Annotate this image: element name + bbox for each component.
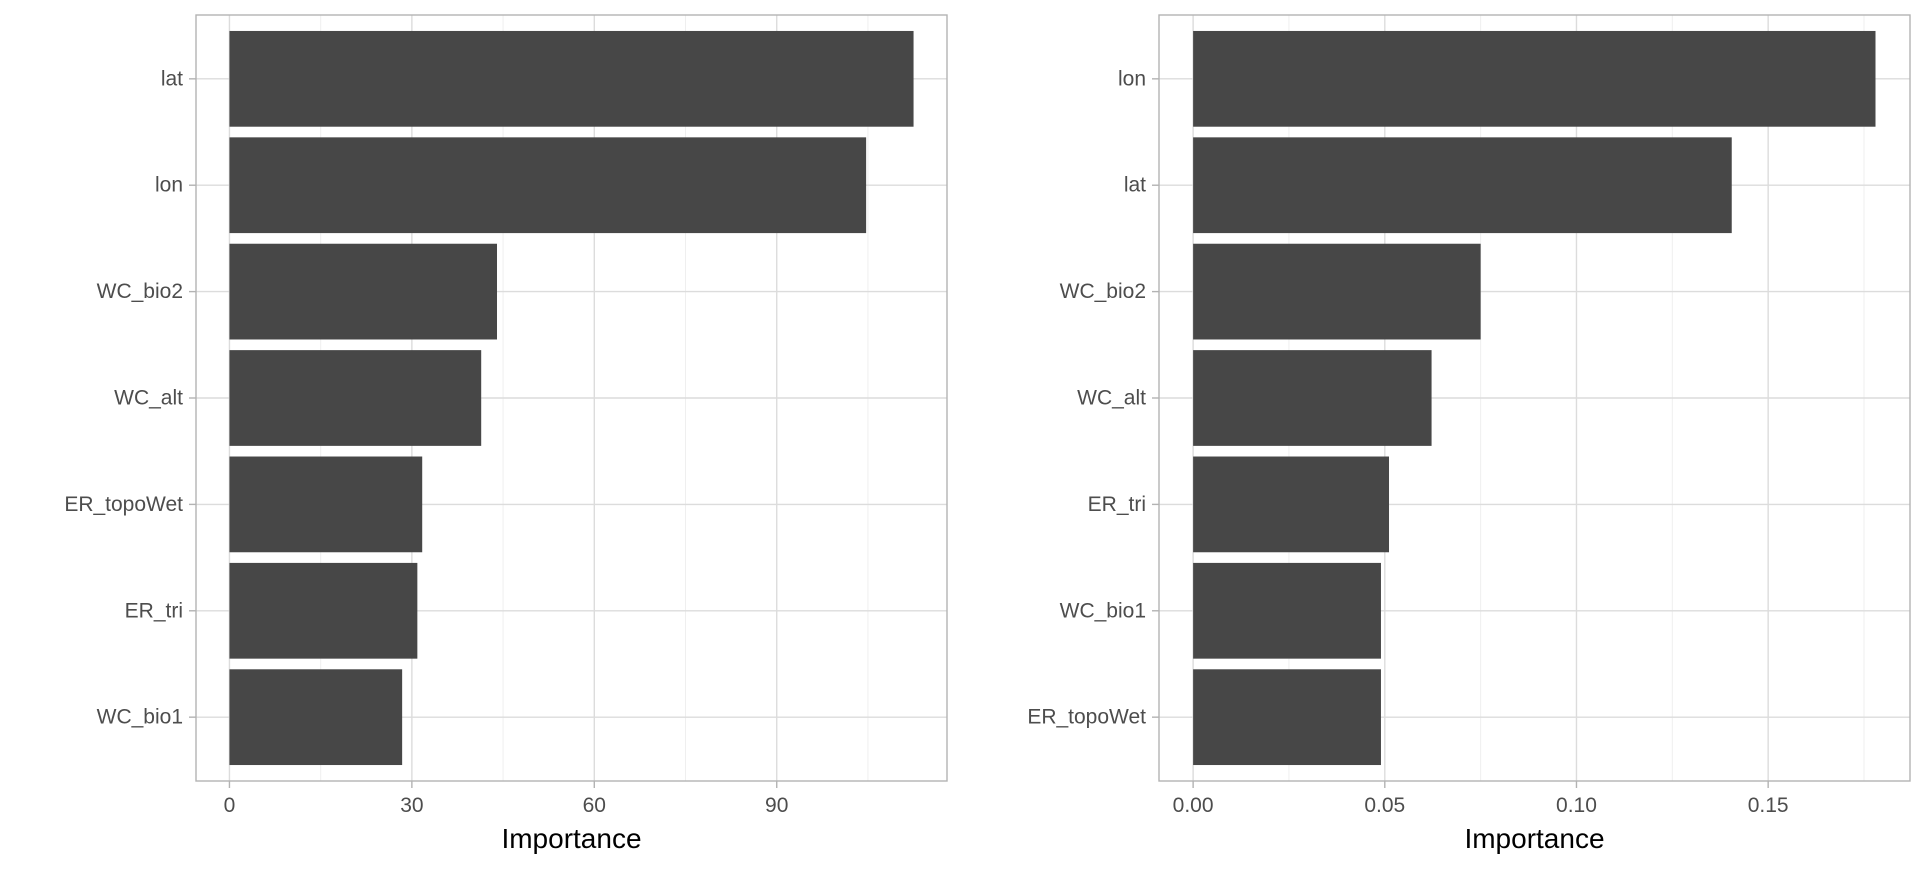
y-tick-label: WC_bio2: [1060, 280, 1146, 303]
bar-wc-bio2: [229, 243, 498, 340]
bar-wc-alt: [229, 350, 482, 446]
bar-wc-bio1: [1193, 562, 1381, 659]
y-tick-label: WC_alt: [1077, 387, 1146, 410]
y-tick-label: lon: [155, 174, 183, 197]
bar-wc-bio1: [229, 669, 403, 766]
bar-lon: [1193, 30, 1876, 127]
bar-er-topowet: [1193, 669, 1381, 766]
bar-er-topowet: [229, 456, 423, 553]
y-tick-label: lat: [161, 67, 183, 90]
x-tick-label: 0.10: [1556, 794, 1597, 817]
y-tick-label: WC_bio1: [97, 706, 183, 729]
y-tick-label: ER_tri: [1088, 493, 1146, 516]
y-tick-label: ER_topoWet: [64, 493, 183, 516]
chart-panel-2: lon lat WC_bio2 WC_alt ER_tri WC_bio1 ER_topoW…: [1027, 14, 1911, 854]
y-tick-label: WC_bio1: [1060, 599, 1146, 622]
x-tick-label: 60: [583, 794, 606, 817]
y-tick-label: ER_tri: [125, 599, 183, 622]
chart-panel-1: lat lon WC_bio2 WC_alt ER_topoWet ER_tri WC_bi…: [64, 14, 948, 854]
bar-lat: [229, 30, 914, 127]
y-tick-label: lon: [1118, 67, 1146, 90]
x-tick-label: 0.00: [1173, 794, 1214, 817]
y-tick-label: WC_bio2: [97, 280, 183, 303]
y-tick-label: lat: [1124, 174, 1146, 197]
bar-lat: [1193, 137, 1732, 234]
x-tick-label: 0: [224, 794, 236, 817]
x-axis-title: Importance: [1464, 823, 1604, 854]
x-tick-label: 0.05: [1364, 794, 1405, 817]
bar-lon: [229, 137, 867, 234]
bar-wc-alt: [1193, 350, 1432, 446]
y-tick-label: ER_topoWet: [1027, 706, 1146, 729]
x-axis-title: Importance: [501, 823, 641, 854]
y-tick-label: WC_alt: [114, 387, 183, 410]
x-tick-label: 0.15: [1748, 794, 1789, 817]
x-tick-label: 30: [400, 794, 423, 817]
bar-er-tri: [229, 562, 418, 659]
bar-wc-bio2: [1193, 243, 1481, 340]
bar-er-tri: [1193, 456, 1390, 553]
x-tick-label: 90: [765, 794, 788, 817]
